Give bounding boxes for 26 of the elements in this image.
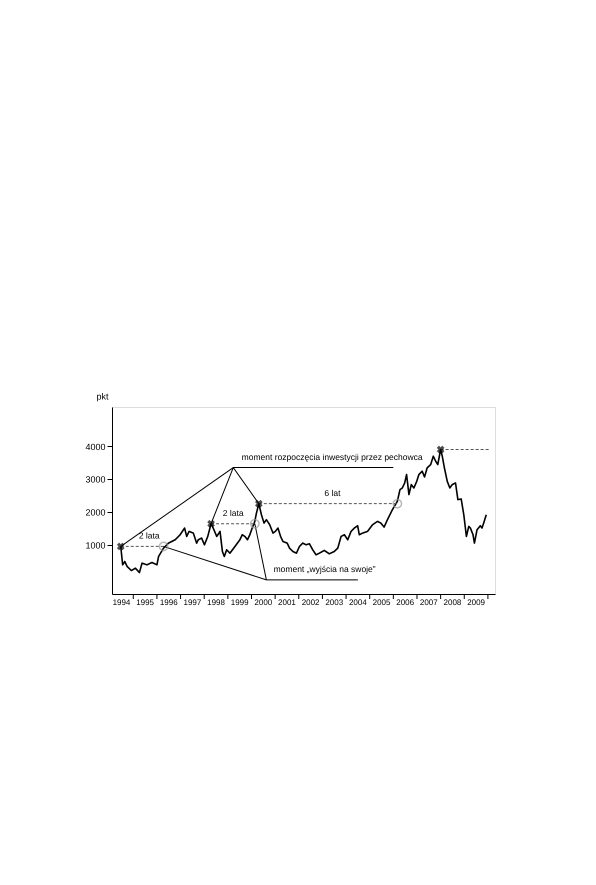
y-tick-label: 2000: [85, 507, 106, 518]
x-tick-label: 2006: [396, 598, 415, 607]
x-tick-label: 1996: [160, 598, 178, 607]
y-axis-title: pkt: [96, 392, 109, 402]
x-tick-label: 2001: [278, 598, 296, 607]
annotation: moment „wyjścia na swoje”: [274, 564, 376, 574]
annotation: 2 lata: [222, 508, 244, 518]
y-tick-label: 1000: [85, 540, 106, 550]
x-tick-label: 1995: [136, 598, 155, 607]
x-tick-label: 1999: [230, 598, 250, 607]
x-tick-label: 2005: [372, 598, 391, 607]
x-tick-label: 1998: [207, 598, 226, 607]
annotation: 2 lata: [138, 530, 160, 541]
x-tick-label: 2002: [302, 598, 320, 607]
annotation: 6 lat: [324, 488, 342, 498]
x-tick-label: 2000: [254, 598, 273, 607]
x-tick-label: 2007: [420, 598, 438, 607]
y-tick-label: 3000: [85, 474, 106, 485]
annotation: moment rozpoczęcia inwestycji przez pechowca: [242, 452, 423, 462]
x-tick-label: 2009: [467, 598, 486, 607]
x-tick-label: 2004: [348, 598, 368, 607]
x-tick-label: 2003: [325, 598, 344, 607]
x-tick-label: 1997: [183, 598, 202, 607]
x-tick-label: 2008: [444, 598, 462, 607]
x-tick-label: 1994: [112, 598, 131, 607]
y-tick-label: 4000: [85, 442, 106, 452]
